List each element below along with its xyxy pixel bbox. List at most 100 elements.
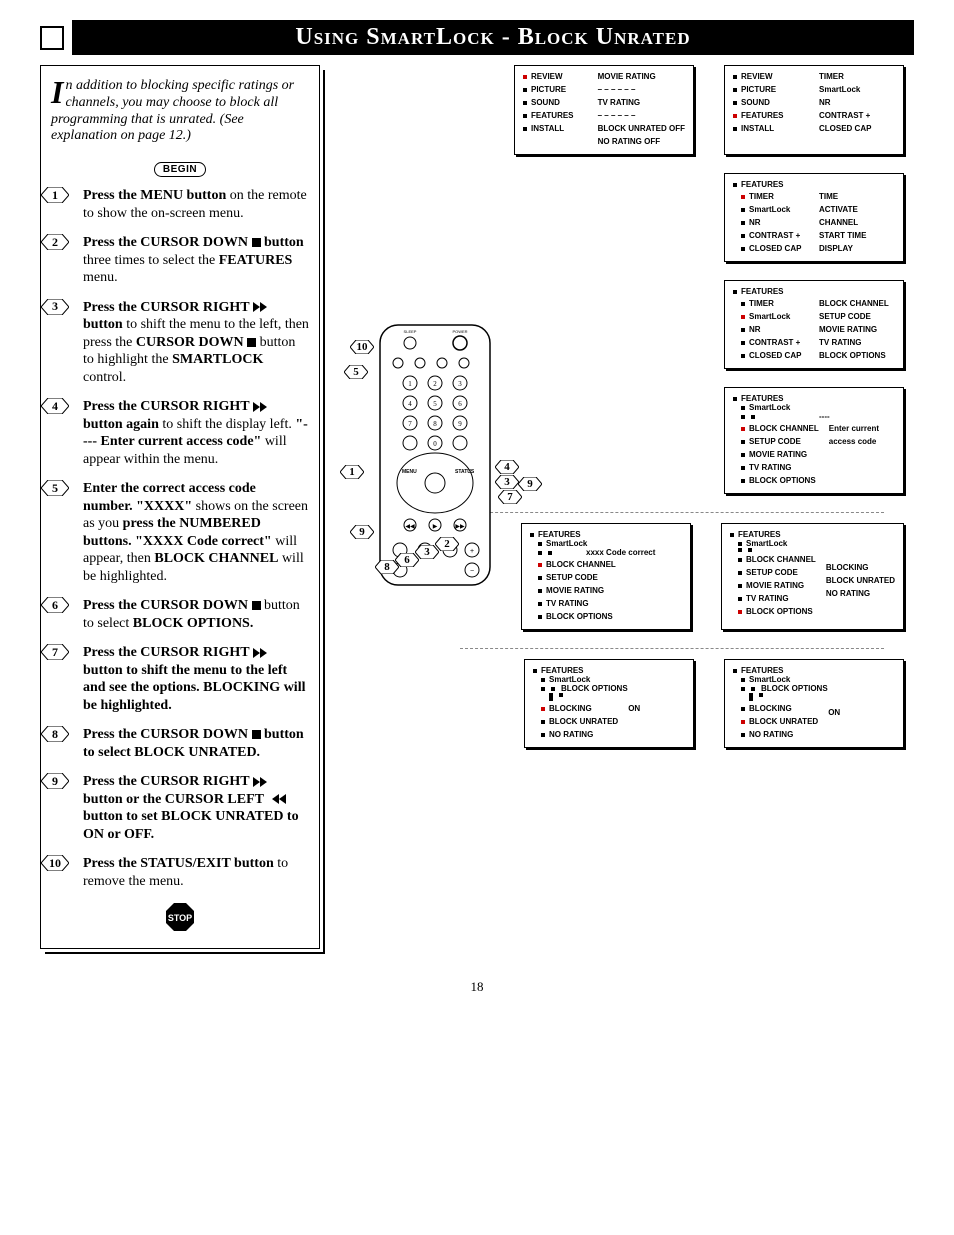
menu-item: BLOCK UNRATED	[533, 717, 618, 726]
callout-1: 1	[340, 465, 364, 479]
menu-item: FEATURES	[733, 111, 809, 120]
step-number-4: 4	[41, 398, 69, 414]
menu-value: NO RATING	[826, 589, 895, 598]
menu-value: BLOCK UNRATED	[826, 576, 895, 585]
menu-item: INSTALL	[733, 124, 809, 133]
menu-value: CLOSED CAP	[819, 124, 895, 133]
svg-text:STATUS: STATUS	[455, 469, 475, 475]
menu-item: MOVIE RATING	[733, 450, 819, 459]
svg-text:9: 9	[458, 420, 462, 428]
menu-panel-1: REVIEWPICTURESOUNDFEATURESINSTALL MOVIE …	[514, 65, 694, 155]
menu-item: SmartLock	[733, 312, 809, 321]
menu-item: FEATURES	[523, 111, 588, 120]
menu-value: access code	[829, 437, 895, 446]
menu-item: SETUP CODE	[733, 437, 819, 446]
menu-item: TV RATING	[730, 594, 816, 603]
step-10: 10Press the STATUS/EXIT button to remove…	[51, 855, 309, 890]
menu-item: TV RATING	[733, 463, 819, 472]
menu-value: NR	[819, 98, 895, 107]
begin-label: BEGIN	[150, 159, 210, 177]
step-number-8: 8	[41, 726, 69, 742]
step-2: 2Press the CURSOR DOWN button three time…	[51, 234, 309, 287]
menu-panel-2: REVIEW PICTURE SOUND FEATURES INSTALL TIMER S…	[724, 65, 904, 155]
svg-text:5: 5	[433, 400, 437, 408]
menu-panel-9: FEATURES SmartLock BLOCK OPTIONS BLOCKIN…	[724, 659, 904, 748]
menu-panel-3: FEATURES TIMERSmartLockNRCONTRAST +CLOSE…	[724, 173, 904, 262]
menu-value: TIMER	[819, 72, 895, 81]
menu-value: ACTIVATE	[819, 205, 895, 214]
menu-value: ON	[828, 708, 895, 717]
callout-9b: 9	[518, 477, 542, 491]
step-3: 3Press the CURSOR RIGHT button to shift …	[51, 299, 309, 387]
menu-value: CHANNEL	[819, 218, 895, 227]
menu-item: TIMER	[733, 299, 809, 308]
menu-value: BLOCKING	[826, 563, 895, 572]
menu-value: START TIME	[819, 231, 895, 240]
menu-item: MOVIE RATING	[730, 581, 816, 590]
menu-item: REVIEW	[523, 72, 588, 81]
step-number-7: 7	[41, 644, 69, 660]
menu-panel-5: FEATURES SmartLock ---- BLOCK CHANNELSET…	[724, 387, 904, 494]
step-number-9: 9	[41, 773, 69, 789]
menu-item: NR	[733, 325, 809, 334]
menu-value: TV RATING	[598, 98, 685, 107]
header-corner-box	[40, 26, 64, 50]
callout-4: 4	[495, 460, 519, 474]
step-number-3: 3	[41, 299, 69, 315]
menu-item: BLOCKING	[533, 704, 618, 713]
diagram-area: REVIEW PICTURE SOUND FEATURES INSTALL MOVIE …	[340, 65, 914, 766]
page-title: Using SmartLock - Block Unrated	[72, 20, 914, 55]
menu-value: – – – – – –	[598, 85, 685, 94]
svg-text:4: 4	[408, 400, 412, 408]
menu-value: SETUP CODE	[819, 312, 895, 321]
menu-item: REVIEW	[733, 72, 809, 81]
menu-item: BLOCK CHANNEL	[730, 555, 816, 564]
menu-item: BLOCKING	[733, 704, 818, 713]
menu-value: ON	[628, 704, 685, 713]
svg-text:−: −	[470, 568, 474, 575]
svg-text:6: 6	[458, 400, 462, 408]
step-8: 8Press the CURSOR DOWN button to select …	[51, 726, 309, 761]
menu-value: Enter current	[829, 424, 895, 433]
menu-value: MOVIE RATING	[819, 325, 895, 334]
menu-panel-7: FEATURES SmartLock BLOCK CHANNELSETUP CO…	[721, 523, 904, 630]
menu-item: BLOCK OPTIONS	[730, 607, 816, 616]
svg-text:1: 1	[408, 380, 412, 388]
svg-text:SLEEP: SLEEP	[404, 329, 417, 334]
step-6: 6Press the CURSOR DOWN button to select …	[51, 597, 309, 632]
menu-value: CONTRAST +	[819, 111, 895, 120]
step-number-10: 10	[41, 855, 69, 871]
svg-text:▶▶: ▶▶	[455, 524, 465, 530]
menu-value: TIME	[819, 192, 895, 201]
menu-value: BLOCK OPTIONS	[819, 351, 895, 360]
menu-item: NO RATING	[733, 730, 818, 739]
menu-item: CLOSED CAP	[733, 244, 809, 253]
menu-value: SmartLock	[819, 85, 895, 94]
menu-panel-4: FEATURES TIMERSmartLockNRCONTRAST +CLOSE…	[724, 280, 904, 369]
stop-icon: STOP	[165, 902, 195, 932]
drop-cap: I	[51, 78, 65, 106]
menu-panel-8: FEATURES SmartLock BLOCK OPTIONS BLOCKIN…	[524, 659, 694, 748]
callout-9a: 9	[350, 525, 374, 539]
svg-text:3: 3	[458, 380, 462, 388]
svg-text:+: +	[470, 548, 474, 555]
menu-item: SOUND	[733, 98, 809, 107]
svg-text:STOP: STOP	[168, 913, 192, 923]
callout-3b: 3	[495, 475, 519, 489]
menu-item: SETUP CODE	[730, 568, 816, 577]
callout-10: 10	[350, 340, 374, 354]
menu-value: BLOCK CHANNEL	[819, 299, 895, 308]
menu-item: PICTURE	[733, 85, 809, 94]
menu-item: BLOCK CHANNEL	[733, 424, 819, 433]
remote-illustration: SLEEP POWER 1 2 3 4 5 6 7 8 9	[340, 315, 580, 615]
svg-text:POWER: POWER	[452, 329, 467, 334]
svg-text:▶: ▶	[433, 524, 438, 530]
menu-item: BLOCK UNRATED	[733, 717, 818, 726]
step-number-6: 6	[41, 597, 69, 613]
menu-item: BLOCK OPTIONS	[733, 476, 819, 485]
menu-value: TV RATING	[819, 338, 895, 347]
svg-text:0: 0	[433, 440, 437, 448]
intro-body: n addition to blocking specific ratings …	[51, 78, 294, 143]
menu-item: SOUND	[523, 98, 588, 107]
callout-7: 7	[498, 490, 522, 504]
